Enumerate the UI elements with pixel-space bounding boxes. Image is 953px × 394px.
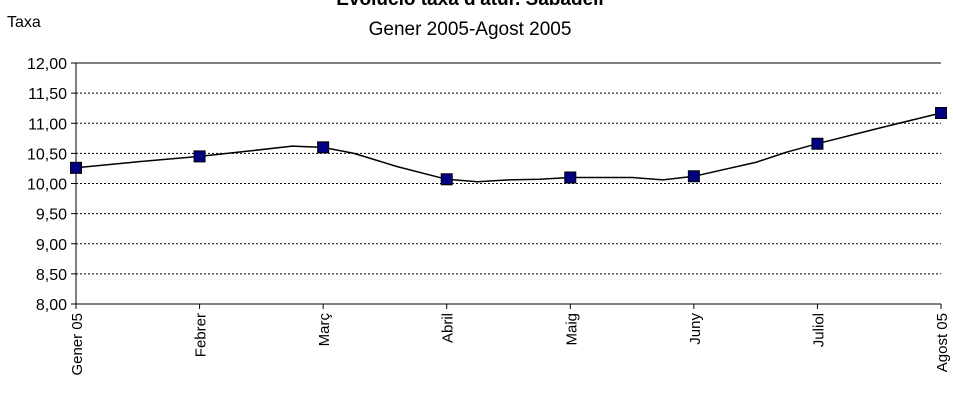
data-point-juny [687,170,700,183]
chart-title: Evolució taxa d'atur. Sabadell [336,0,603,10]
chart-subtitle: Gener 2005-Agost 2005 [369,19,572,40]
data-point-maig [564,171,577,184]
y-tick-label: 10,50 [27,146,67,163]
x-tick-label: Febrer [193,313,210,357]
y-tick-label: 11,00 [28,116,67,133]
x-tick-label: Març [316,313,333,347]
series-group [70,107,947,186]
x-tick-label: Agost 05 [934,313,951,372]
data-point-juliol [811,137,824,150]
axes [71,62,942,309]
x-tick-label: Juliol [810,313,827,347]
x-tick-label: Maig [563,313,580,346]
y-tick-label: 9,00 [36,237,67,254]
data-point-abril [440,173,453,186]
y-tick-labels: 12,00 11,50 11,00 10,50 10,00 9,50 9,00 8,50 8,0… [27,56,67,314]
x-tick-label: Gener 05 [69,313,86,376]
y-tick-label: 8,00 [36,297,67,314]
data-point-mar- [317,141,330,154]
y-tick-label: 9,50 [36,207,67,224]
series-line-0 [75,112,942,183]
data-point-agost-05 [935,107,947,120]
grid-lines [76,62,941,275]
x-tick-label: Juny [687,313,704,345]
x-tick-label: Abril [440,313,457,343]
y-tick-label: 11,50 [28,86,67,103]
data-point-febrer [193,150,206,163]
y-tick-label: 8,50 [36,267,67,284]
y-tick-label: 10,00 [27,177,67,194]
data-point-gener-05 [70,161,82,174]
x-tick-labels: Gener 05 Febrer Març Abril Maig Juny Juliol Ago… [69,313,951,376]
y-axis-label: Taxa [7,14,41,31]
y-tick-label: 12,00 [27,56,67,73]
